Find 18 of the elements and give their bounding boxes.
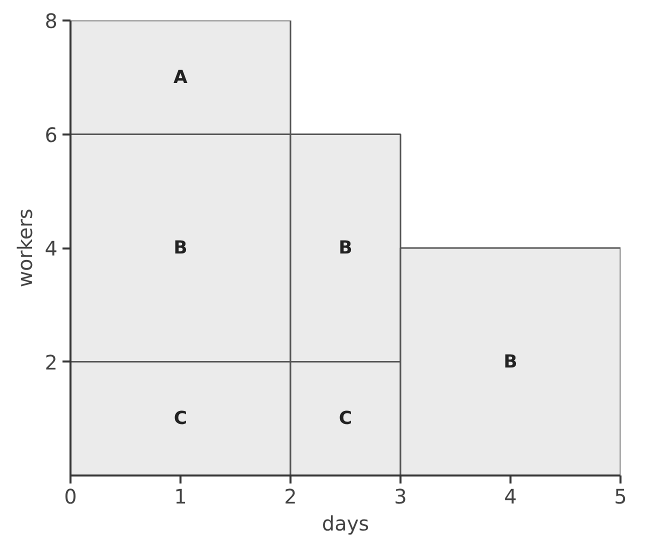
series-label: C — [174, 408, 188, 430]
x-tick-label: 2 — [284, 484, 297, 508]
x-tick-label: 1 — [174, 484, 187, 508]
series-label: A — [174, 66, 188, 88]
x-tick-label: 3 — [394, 484, 407, 508]
text: C — [338, 408, 352, 430]
text: B — [174, 238, 188, 258]
y-tick-label: 6 — [44, 122, 58, 147]
y-tick-label: 4 — [44, 236, 58, 260]
x-tick-label: 0 — [64, 484, 77, 508]
x-axis-title: days — [322, 512, 370, 536]
x-tick-label: 5 — [614, 484, 627, 508]
x-tick-label: 4 — [504, 484, 517, 508]
y-tick-label: 2 — [44, 350, 58, 374]
y-tick-label: 8 — [44, 9, 58, 33]
text: B — [504, 351, 518, 372]
y-axis-title: workers — [12, 208, 37, 288]
series-label: B — [338, 238, 352, 258]
